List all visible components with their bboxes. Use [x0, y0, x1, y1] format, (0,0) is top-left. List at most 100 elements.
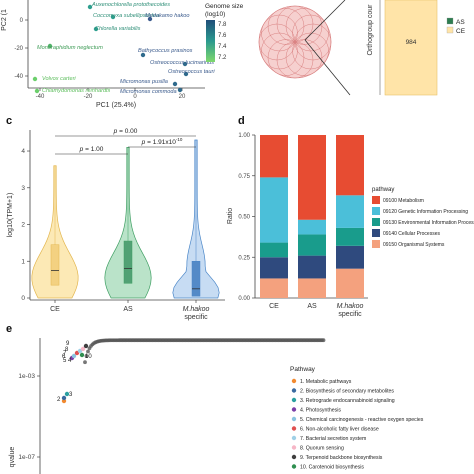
violin-x-tick-label: AS: [123, 306, 133, 313]
pca-x-tick-label: -20: [84, 94, 93, 100]
stacked-bar-segment: [260, 278, 288, 298]
rank-highlight-point: [61, 395, 67, 401]
stacked-legend-swatch: [372, 240, 380, 248]
rank-legend-label: 10. Carotenoid biosynthesis: [300, 465, 364, 471]
stacked-bar-segment: [298, 278, 326, 298]
petal-ring: [285, 8, 323, 45]
stacked-legend-label: 09100 Metabolism: [383, 198, 424, 204]
violin-box: [191, 261, 201, 297]
zoom-line-lower: [304, 39, 351, 96]
rank-point-label: 5: [63, 358, 67, 364]
orthogroup-count-label: 984: [406, 39, 417, 46]
pca-point: [172, 81, 178, 87]
stacked-bar-segment: [298, 255, 326, 279]
violin-box: [123, 240, 133, 284]
violin-x-tick-label: CE: [50, 306, 60, 313]
pca-point: [87, 4, 93, 10]
panel-label-e: e: [6, 323, 12, 335]
rank-point-label: 2: [57, 397, 61, 403]
stacked-legend-title: pathway: [372, 187, 394, 193]
panel-label-c: c: [6, 115, 12, 127]
stacked-y-tick-label: 0.75: [238, 174, 250, 180]
pca-x-tick-label: 20: [179, 94, 186, 100]
rank-highlight-point: [80, 346, 86, 352]
stacked-y-label: Ratio: [227, 208, 234, 224]
orthogroup-legend-label: AS: [456, 19, 465, 26]
pca-y-tick-label: -20: [14, 46, 23, 52]
pca-point-label: Volvox carteri: [42, 76, 76, 82]
rank-legend-label: 1. Metabolic pathways: [300, 379, 352, 385]
rank-curve-point: [321, 338, 326, 343]
rank-legend-label: 4. Photosynthesis: [300, 408, 341, 414]
stacked-legend-label: 09120 Genetic Information Processing: [383, 209, 468, 215]
rank-point-label: 8: [65, 347, 69, 353]
stacked-legend: 09100 Metabolism 09120 Genetic Informatio…: [372, 196, 474, 248]
rank-curve: [83, 338, 326, 365]
genome-size-tick-label: 7.8: [218, 22, 227, 28]
pca-panel: -40 -20 0 20 0 -20 -40 PC1 (25.4%) PC2 (1 Aux…: [1, 0, 244, 109]
rank-point-label: 7: [63, 351, 67, 357]
orthogroup-legend: AS CE: [446, 17, 466, 35]
rank-legend-title: Pathway: [290, 366, 316, 373]
rank-curve-point: [84, 354, 89, 358]
genome-size-legend-title: Genome size: [205, 3, 244, 10]
rank-curve-point: [86, 349, 90, 354]
rank-legend-label: 8. Quorum sensing: [300, 446, 344, 452]
rank-highlight-point: [71, 353, 77, 359]
pca-point: [147, 16, 153, 22]
rank-legend-swatch: [291, 397, 297, 403]
pca-point-label: Micromonas commoda: [120, 89, 177, 95]
pca-point: [93, 26, 99, 32]
rank-highlight-point: [79, 352, 85, 358]
genome-size-tick-label: 7.2: [218, 55, 227, 61]
pca-y-label: PC2 (1: [1, 9, 8, 31]
comparison-p-value: p = 1.00: [79, 146, 104, 153]
pca-x-ticks: -40 -20 0 20: [36, 88, 186, 100]
violin-comparisons: p = 1.00 p = 1.91x10-10p = 0.00: [55, 128, 196, 155]
stacked-bar-segment: [336, 245, 364, 269]
orthogroup-panel: Orthogroup cour 984 AS CE: [258, 0, 466, 96]
stacked-x-tick-label: AS: [307, 303, 317, 310]
pca-point: [110, 14, 116, 20]
stacked-legend-swatch: [372, 229, 380, 237]
stacked-legend-swatch: [372, 207, 380, 215]
stacked-y-tick-label: 0.00: [238, 296, 250, 302]
stacked-x-tick-label: CE: [269, 303, 279, 310]
rank-legend-label: 9. Terpenoid backbone biosynthesis: [300, 455, 383, 461]
rank-point-label: 3: [69, 392, 73, 398]
genome-size-tick-label: 7.6: [218, 33, 227, 39]
pca-point-label: Chlorella variabilis: [95, 26, 141, 32]
rank-y-tick-label: 1e-03: [18, 373, 35, 380]
pca-point-label: Ostreococcus tauri: [168, 69, 215, 75]
pca-x-label: PC1 (25.4%): [96, 102, 136, 109]
stacked-bar-segment: [336, 268, 364, 298]
stacked-y-tick-label: 1.00: [238, 133, 250, 139]
rank-legend-label: 7. Bacterial secretion system: [300, 436, 366, 442]
stacked-bar-segment: [298, 219, 326, 235]
stacked-legend-label: 09130 Environmental Information Processi…: [383, 220, 474, 226]
pca-point: [47, 43, 53, 49]
rank-legend-label: 5. Chemical carcinogenesis - reactive ox…: [300, 417, 424, 423]
violin-panel: c log10(TPM+1) 0 1 2 3 4 CE AS M.hakoospecific…: [6, 115, 225, 321]
rank-point-label: 6: [62, 354, 66, 360]
stacked-y-tick-label: 0.25: [238, 255, 250, 261]
rank-point-label: 9: [66, 341, 70, 347]
stacked-y-tick-label: 0.50: [238, 215, 250, 221]
pca-points: Auxenochlorella protothecoides Coccomyxa …: [32, 2, 215, 95]
rank-legend-swatch: [291, 407, 297, 412]
rank-legend-swatch: [291, 388, 297, 393]
rank-highlight-point: [83, 343, 89, 349]
rank-legend: 1. Metabolic pathways 2. Biosynthesis of …: [291, 378, 424, 471]
violin-y-tick-label: 2: [21, 222, 25, 229]
rank-legend-swatch: [291, 445, 297, 450]
violin-y-label: log10(TPM+1): [7, 193, 14, 238]
violin-y-tick-label: 3: [21, 185, 25, 192]
stacked-x-tick-label-line2: specific: [338, 311, 362, 318]
petal-ring: [292, 14, 329, 52]
comparison-p-value: p = 1.91x10-10: [141, 137, 183, 146]
pca-point: [140, 52, 146, 58]
stacked-y-ticks: 0.00 0.25 0.50 0.75 1.00: [238, 133, 255, 302]
pca-point-label: Bathycoccus prasinos: [138, 48, 193, 54]
pca-point: [34, 88, 40, 94]
